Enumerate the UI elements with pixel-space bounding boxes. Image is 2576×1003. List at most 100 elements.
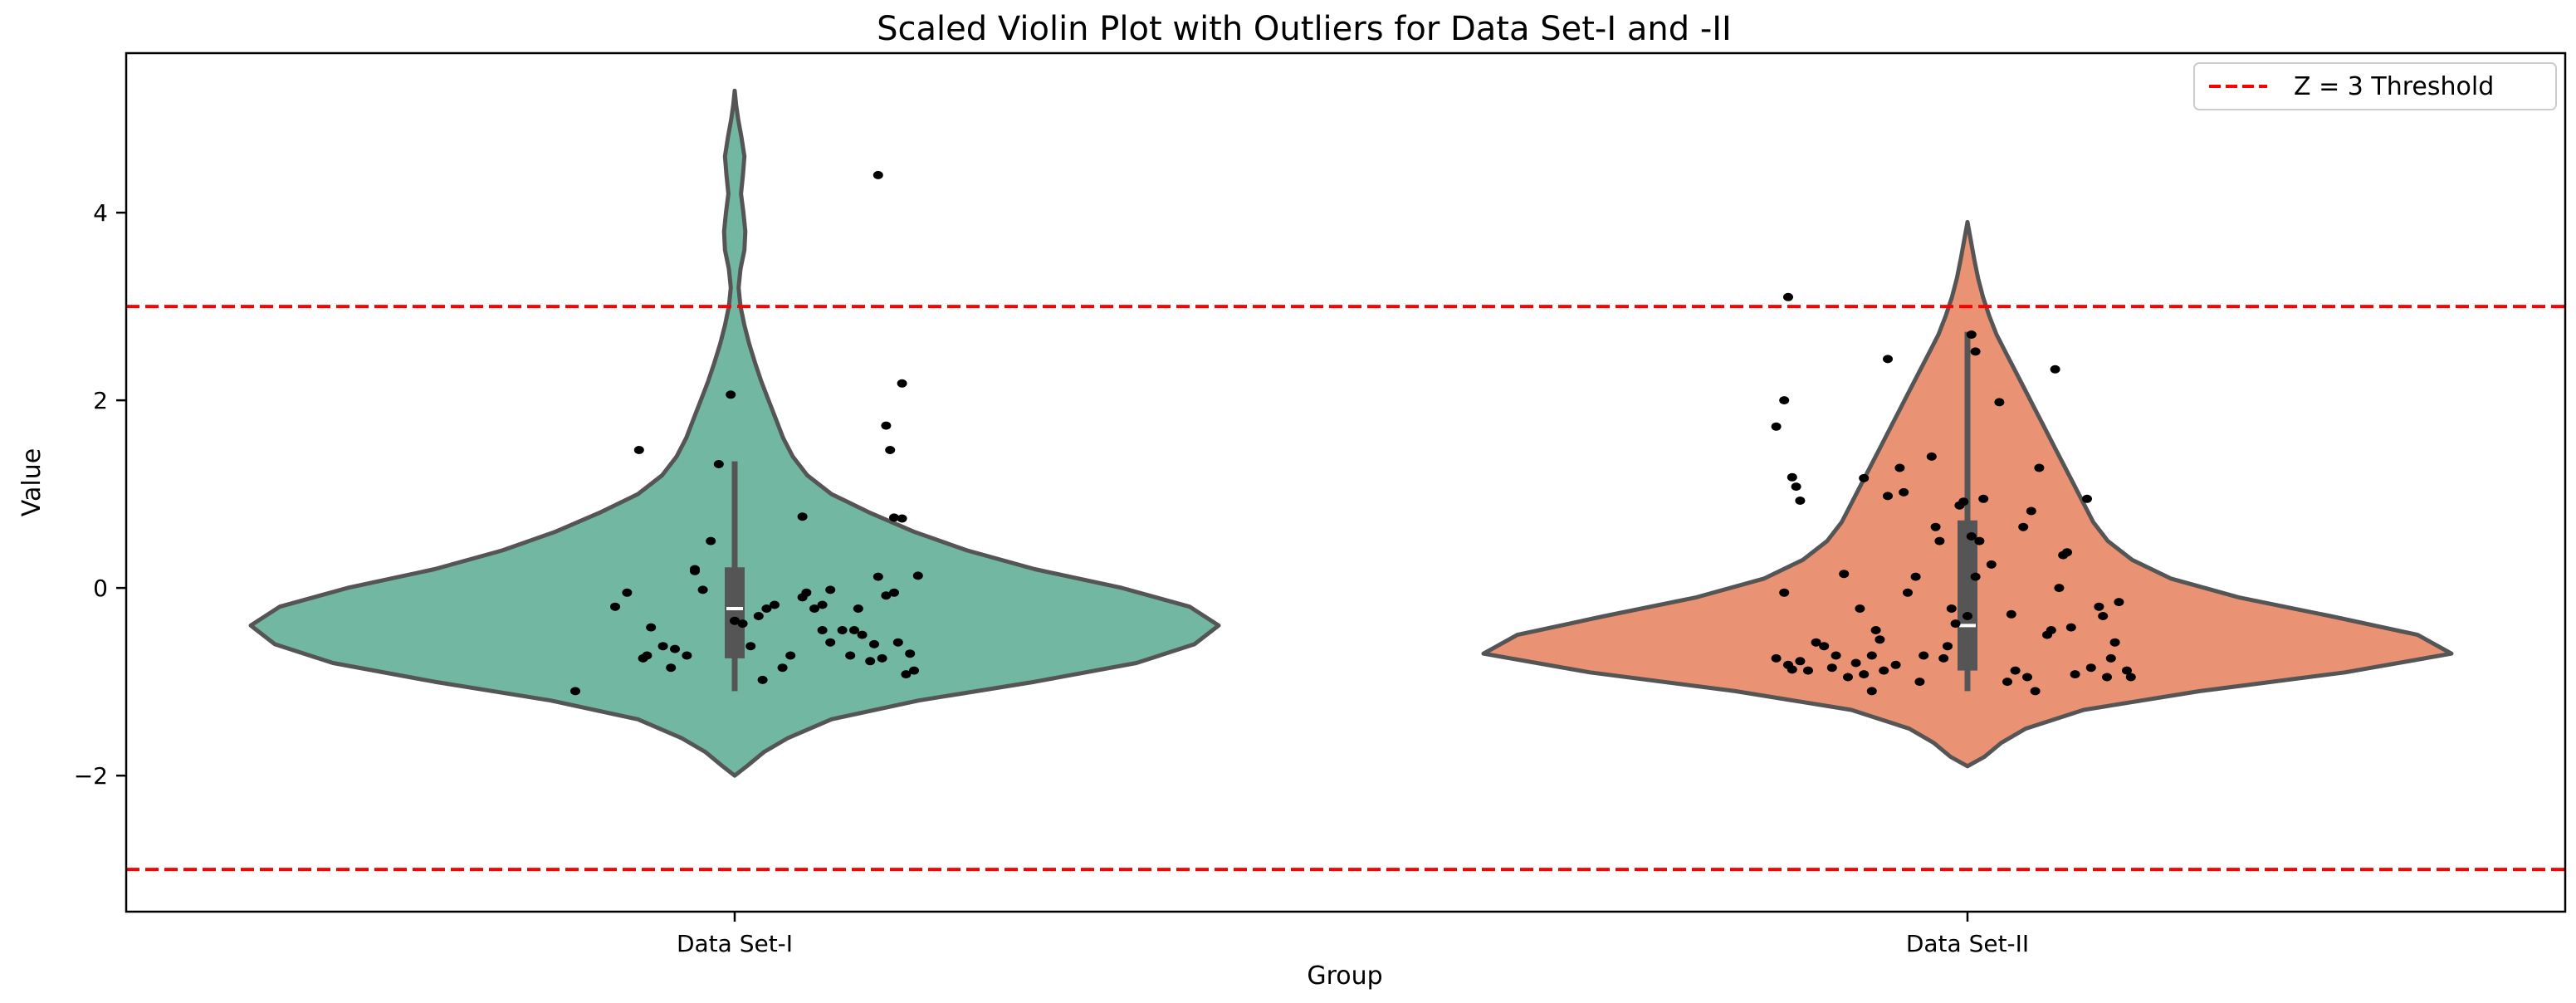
data-point	[2054, 584, 2065, 593]
data-point	[2082, 494, 2092, 503]
data-point	[1970, 572, 1981, 581]
legend-threshold-label: Z = 3 Threshold	[2294, 72, 2494, 101]
data-point	[825, 585, 836, 594]
data-point	[1795, 657, 1806, 666]
data-point	[745, 642, 756, 651]
data-point	[1866, 687, 1877, 696]
y-tick-label: 4	[93, 199, 108, 227]
data-point	[909, 666, 919, 675]
data-point	[1779, 588, 1790, 597]
data-point	[873, 170, 883, 179]
data-point	[2034, 463, 2045, 472]
data-point	[877, 653, 887, 663]
data-point	[646, 623, 657, 632]
data-point	[1934, 536, 1945, 546]
data-point	[1870, 626, 1881, 634]
data-point	[1938, 653, 1949, 663]
data-point	[757, 675, 768, 684]
data-point	[1958, 497, 1969, 506]
x-axis: Data Set-I Data Set-II	[677, 912, 2029, 957]
data-point	[1859, 670, 1870, 679]
data-point	[1859, 473, 1870, 482]
data-point	[1974, 536, 1985, 546]
data-point	[753, 612, 764, 620]
data-point	[889, 513, 899, 522]
data-point	[1903, 588, 1913, 597]
data-point	[857, 630, 868, 639]
data-point	[777, 663, 788, 673]
data-point	[1930, 522, 1941, 531]
legend: Z = 3 Threshold	[2193, 62, 2557, 110]
data-point	[2062, 548, 2072, 557]
y-axis-label: Value	[17, 448, 46, 516]
data-point	[885, 446, 896, 454]
data-point	[1963, 612, 1972, 620]
data-point	[1966, 330, 1977, 339]
data-point	[2098, 612, 2109, 620]
data-point	[853, 604, 863, 613]
violin-layer	[248, 88, 2454, 778]
data-point	[1966, 532, 1977, 541]
data-point	[1771, 653, 1782, 663]
data-point	[570, 687, 580, 696]
data-point	[1883, 355, 1893, 364]
data-point	[2109, 638, 2120, 647]
data-point	[1831, 651, 1841, 660]
data-point	[881, 591, 892, 600]
data-point	[889, 588, 899, 597]
data-point	[801, 588, 812, 597]
threshold-layer	[126, 305, 2565, 872]
data-point	[1910, 572, 1921, 581]
data-point	[2102, 673, 2112, 682]
data-point	[1943, 642, 1953, 651]
data-point	[897, 379, 907, 388]
data-point	[1843, 673, 1853, 682]
data-point	[2030, 687, 2041, 696]
data-point	[1894, 463, 1905, 472]
data-point	[761, 604, 772, 613]
data-point	[1866, 651, 1877, 660]
data-point	[713, 460, 724, 468]
data-point	[2085, 663, 2096, 673]
data-point	[666, 663, 677, 673]
data-point	[1883, 492, 1893, 501]
data-point	[1787, 472, 1797, 482]
x-tick-label: Data Set-II	[1906, 930, 2029, 957]
data-point	[881, 421, 892, 430]
data-point	[892, 638, 903, 647]
data-point	[2050, 365, 2060, 374]
data-point	[730, 616, 740, 625]
data-point	[1819, 642, 1830, 651]
data-point	[690, 566, 700, 575]
data-point	[2026, 506, 2036, 516]
data-point	[817, 600, 828, 609]
data-point	[1926, 452, 1937, 461]
data-point	[2125, 673, 2136, 682]
point-layer	[570, 170, 2136, 696]
data-point	[657, 642, 668, 651]
data-point	[817, 626, 828, 634]
data-point	[1787, 665, 1797, 674]
data-point	[697, 585, 708, 594]
legend-box	[2193, 62, 2557, 110]
data-point	[622, 588, 633, 597]
data-point	[1791, 482, 1801, 492]
data-point	[2002, 678, 2012, 687]
data-point	[1795, 497, 1806, 505]
data-point	[1970, 347, 1981, 356]
violin-box	[1958, 520, 1977, 671]
data-point	[2105, 653, 2116, 663]
data-point	[1890, 660, 1901, 669]
data-point	[901, 670, 912, 679]
data-point	[670, 644, 680, 653]
data-point	[737, 619, 748, 629]
data-point	[905, 649, 916, 658]
data-point	[633, 446, 644, 454]
data-point	[1946, 604, 1957, 613]
data-point	[869, 639, 879, 648]
data-point	[1978, 494, 1989, 503]
data-point	[785, 651, 796, 660]
data-point	[2114, 598, 2124, 607]
data-point	[642, 651, 653, 660]
